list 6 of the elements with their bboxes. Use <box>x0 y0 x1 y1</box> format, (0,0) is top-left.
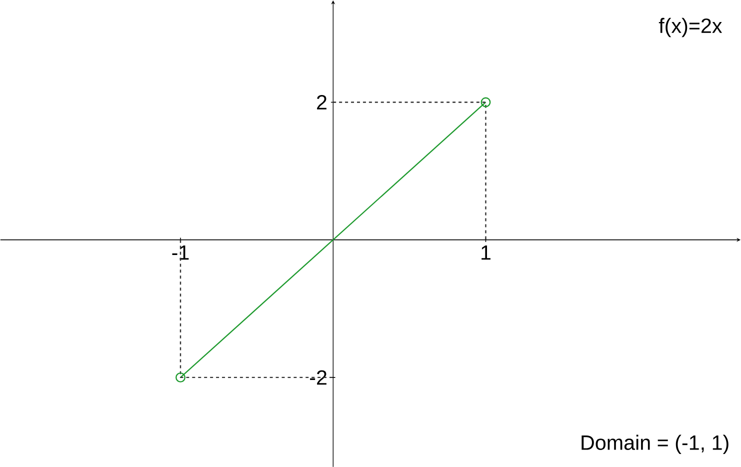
x-tick-label: 1 <box>482 245 490 260</box>
y-tick-label: -2 <box>310 370 326 385</box>
y-tick-label: 2 <box>317 94 326 110</box>
annotation: f(x)=2x <box>658 18 722 37</box>
annotation: Domain = (-1, 1) <box>582 434 728 454</box>
x-tick-label: -1 <box>172 245 189 260</box>
